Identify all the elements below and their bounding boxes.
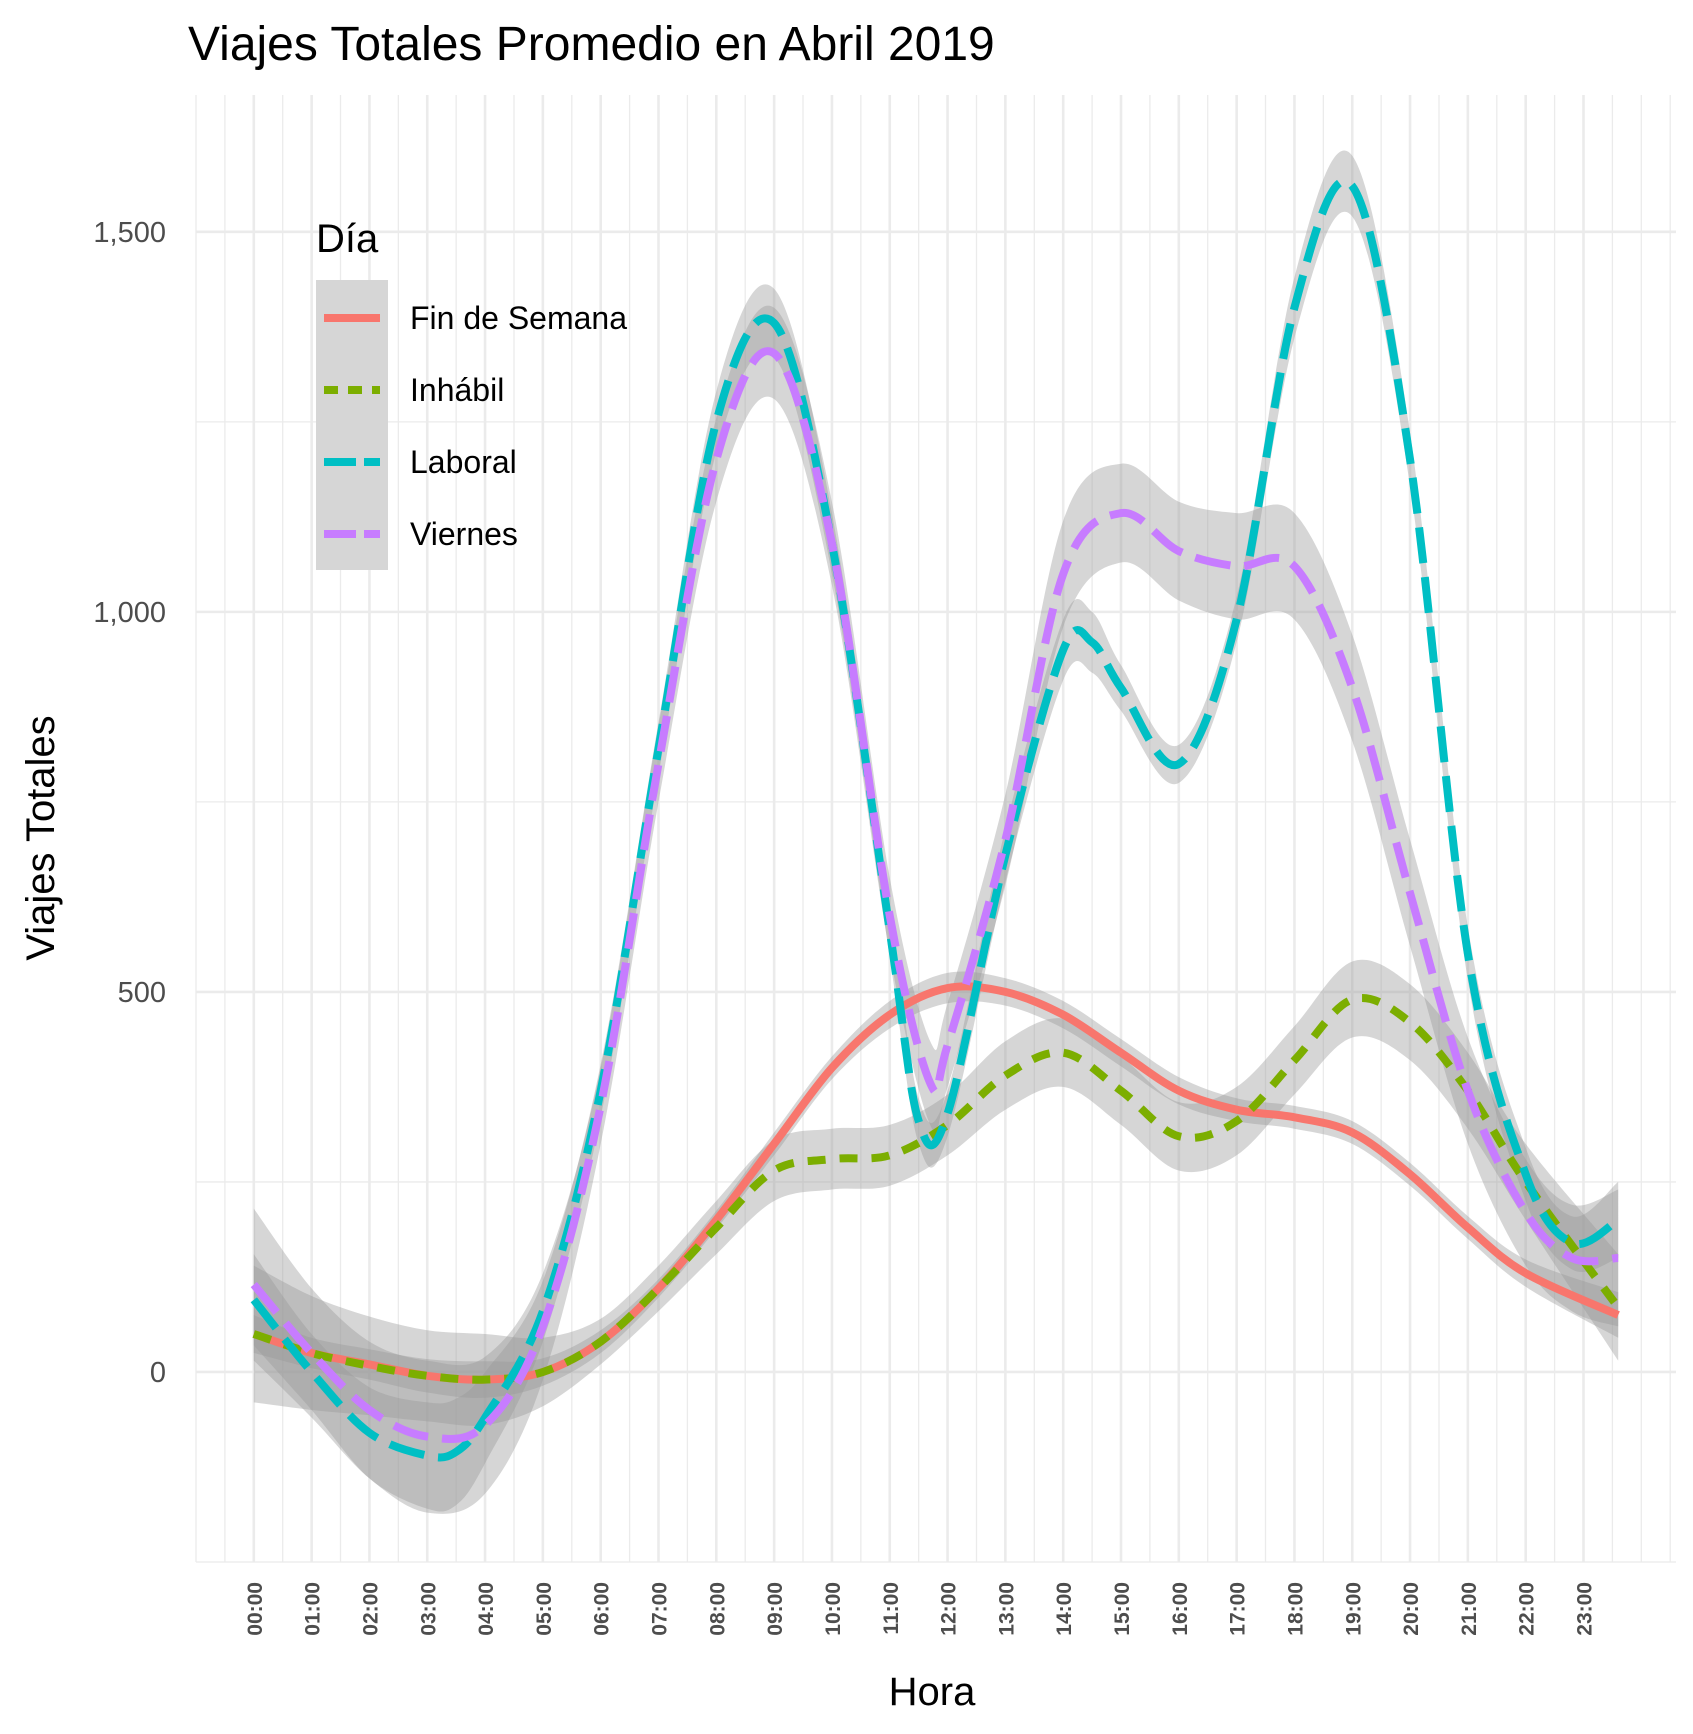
series-line <box>252 994 1622 1384</box>
y-tick-label: 0 <box>150 1357 166 1389</box>
x-tick-label: 13:00 <box>995 1582 1018 1636</box>
y-axis-title: Viajes Totales <box>19 715 63 960</box>
confidence-band <box>253 305 1619 1514</box>
x-tick-label: 19:00 <box>1342 1582 1365 1636</box>
y-tick-label: 1,000 <box>93 597 166 629</box>
x-tick-label: 18:00 <box>1284 1582 1307 1636</box>
x-tick-label: 20:00 <box>1400 1582 1423 1636</box>
y-tick-label: 1,500 <box>93 217 166 249</box>
x-tick-label: 03:00 <box>417 1582 440 1636</box>
x-tick-label: 15:00 <box>1111 1582 1134 1636</box>
x-tick-label: 21:00 <box>1458 1582 1481 1636</box>
legend-items: Fin de Semana Inhábil Laboral Viernes <box>324 300 627 552</box>
series-line <box>250 177 1621 1462</box>
x-tick-label: 12:00 <box>938 1582 961 1636</box>
x-tick-label: 14:00 <box>1053 1582 1076 1636</box>
confidence-band <box>253 971 1619 1399</box>
x-tick-label: 17:00 <box>1227 1582 1250 1636</box>
x-tick-label: 00:00 <box>244 1582 267 1636</box>
x-tick-label: 07:00 <box>649 1582 672 1636</box>
x-tick-label: 02:00 <box>359 1582 382 1636</box>
x-tick-label: 08:00 <box>706 1582 729 1636</box>
y-tick-labels: 0 500 1,000 1,500 <box>93 217 166 1389</box>
x-tick-label: 05:00 <box>533 1582 556 1636</box>
x-tick-label: 22:00 <box>1516 1582 1539 1636</box>
legend-label: Viernes <box>410 516 518 552</box>
y-tick-label: 500 <box>118 977 166 1009</box>
x-tick-label: 11:00 <box>880 1582 903 1635</box>
series-line <box>250 347 1619 1443</box>
x-tick-labels: 00:00 01:00 02:00 03:00 04:00 05:00 06:00 07:00… <box>244 1582 1597 1636</box>
x-tick-label: 23:00 <box>1574 1582 1597 1636</box>
chart-title: Viajes Totales Promedio en Abril 2019 <box>188 18 995 71</box>
series-lines <box>250 177 1622 1462</box>
legend-label: Inhábil <box>410 372 504 408</box>
x-tick-label: 04:00 <box>475 1582 498 1636</box>
confidence-bands <box>253 150 1619 1514</box>
legend-title: Día <box>316 217 379 261</box>
legend-label: Fin de Semana <box>410 300 627 336</box>
legend-label: Laboral <box>410 444 517 480</box>
x-tick-label: 06:00 <box>591 1582 614 1636</box>
x-tick-label: 16:00 <box>1169 1582 1192 1636</box>
confidence-band <box>253 959 1619 1426</box>
x-tick-label: 09:00 <box>764 1582 787 1636</box>
x-tick-label: 10:00 <box>822 1582 845 1636</box>
legend-key-background <box>316 280 388 570</box>
legend: Día Fin de Semana Inhábil Laboral Viernes <box>316 217 627 570</box>
x-tick-label: 01:00 <box>302 1582 325 1636</box>
confidence-band <box>253 150 1619 1512</box>
x-axis-title: Hora <box>889 1670 976 1714</box>
